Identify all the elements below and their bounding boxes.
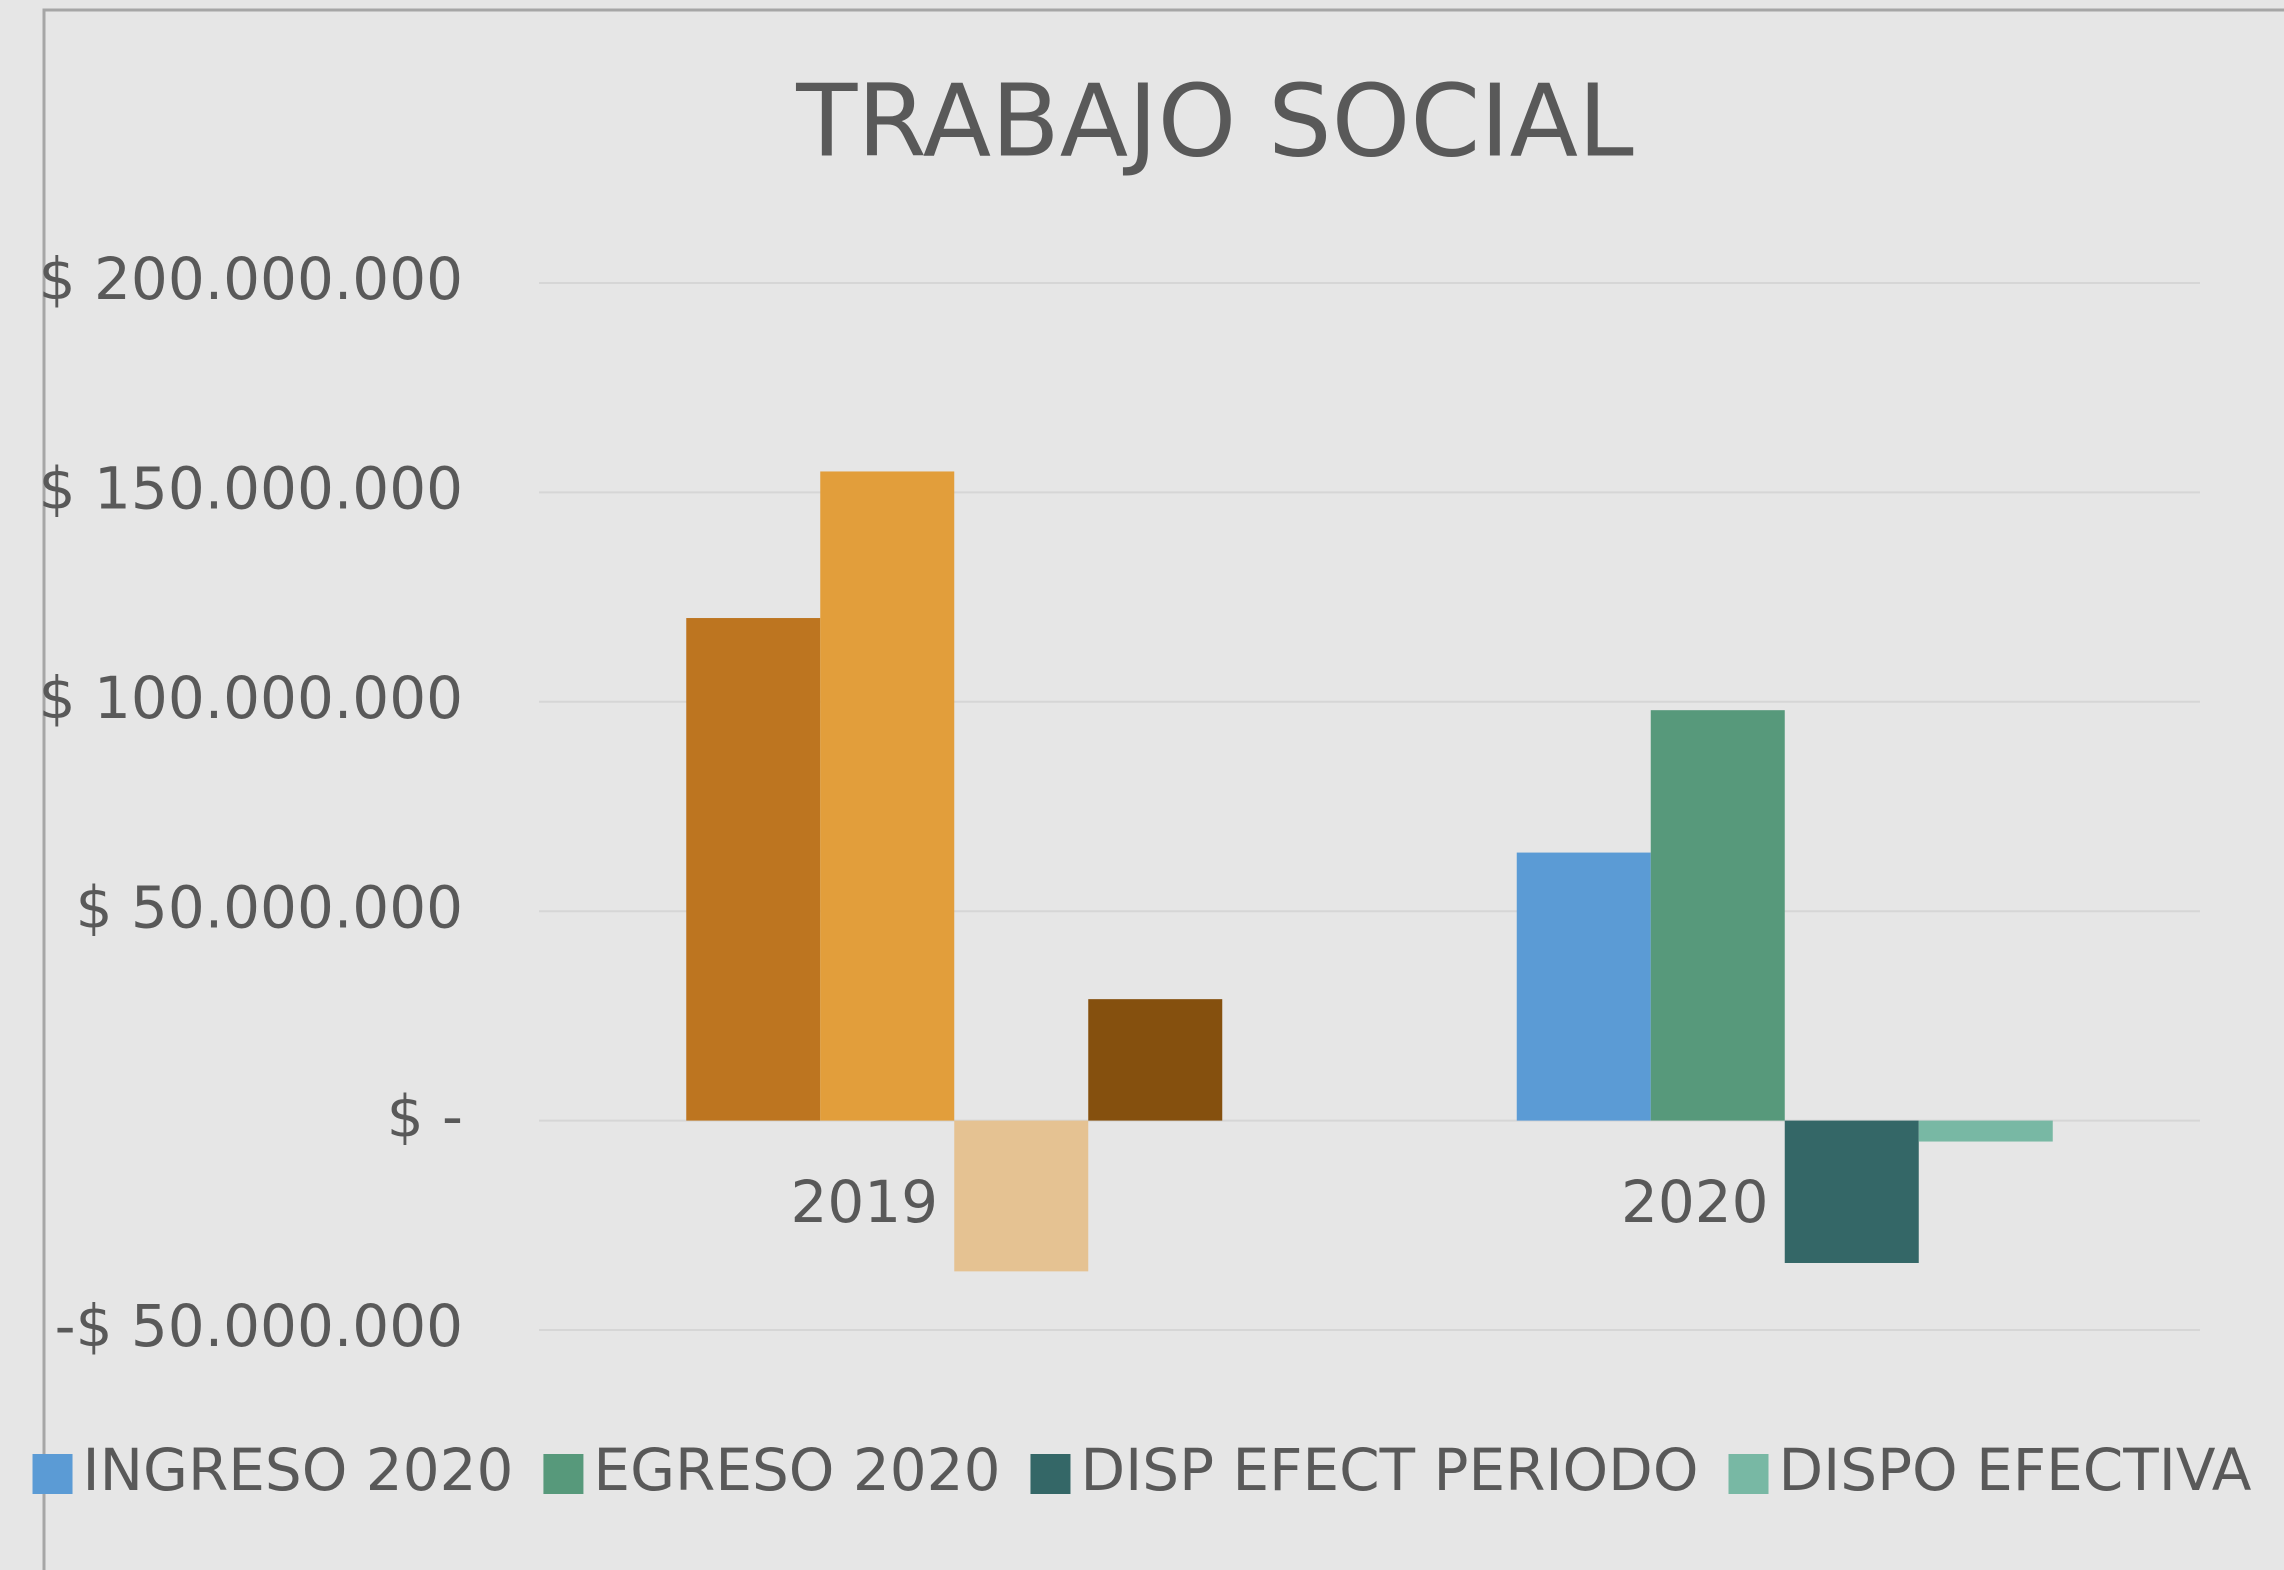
y-tick-label: $ 150.000.000 [39,455,463,523]
y-tick-label: $ - [387,1083,463,1151]
y-tick-label: $ 100.000.000 [39,664,463,732]
y-tick-label: -$ 50.000.000 [55,1292,463,1360]
legend-swatch [1728,1454,1769,1494]
x-tick-label: 2020 [1621,1168,1769,1236]
bar [1784,1120,1919,1263]
chart-title: TRABAJO SOCIAL [795,62,1634,179]
legend-swatch [1030,1454,1071,1494]
bar [1918,1120,2053,1142]
bar [820,471,955,1121]
bar [1088,999,1223,1121]
legend-label: INGRESO 2020 [83,1436,514,1504]
bar [686,618,821,1121]
legend-label: DISPO EFECTIVA [1779,1436,2252,1504]
y-tick-label: $ 50.000.000 [76,873,463,941]
bar [1516,852,1651,1121]
legend-label: EGRESO 2020 [593,1436,1000,1504]
legend-swatch [543,1454,584,1494]
legend-label: DISP EFECT PERIODO [1080,1436,1698,1504]
bar [1650,710,1785,1121]
y-tick-label: $ 200.000.000 [39,245,463,313]
x-tick-label: 2019 [790,1168,938,1236]
bar [954,1120,1089,1272]
chart-border [42,8,2284,1570]
legend-swatch [32,1454,73,1494]
